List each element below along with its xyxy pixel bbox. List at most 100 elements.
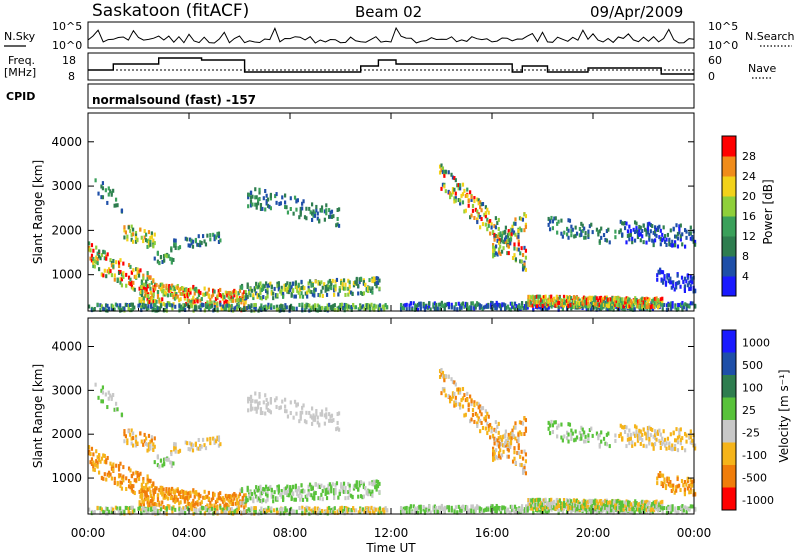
echo-cell (113, 510, 116, 515)
echo-cell (673, 287, 676, 292)
echo-cell (684, 505, 687, 510)
echo-cell (544, 505, 547, 510)
echo-cell (459, 201, 462, 206)
echo-cell (214, 439, 218, 444)
echo-cell (572, 498, 576, 503)
echo-cell (307, 281, 310, 286)
echo-cell (359, 276, 363, 281)
echo-cell (608, 240, 611, 245)
echo-cell (656, 225, 660, 230)
echo-cell (686, 304, 690, 309)
echo-cell (227, 494, 230, 499)
echo-cell (213, 438, 216, 443)
echo-cell (597, 505, 600, 510)
echo-cell (419, 504, 422, 509)
echo-cell (227, 307, 230, 312)
echo-cell (645, 499, 648, 504)
echo-cell (191, 443, 195, 448)
echo-cell (230, 308, 233, 313)
echo-cell (99, 256, 102, 261)
echo-cell (524, 222, 528, 227)
echo-cell (248, 508, 252, 513)
echo-cell (96, 302, 99, 307)
echo-cell (443, 505, 446, 510)
echo-cell (663, 437, 667, 442)
echo-cell (333, 491, 336, 496)
echo-cell (567, 507, 570, 512)
echo-cell (309, 414, 312, 419)
echo-cell (689, 231, 692, 236)
echo-cell (143, 497, 146, 502)
echo-cell (689, 284, 692, 289)
echo-cell (267, 305, 270, 310)
echo-cell (533, 300, 536, 305)
echo-cell (628, 297, 631, 302)
echo-cell (212, 496, 215, 501)
echo-cell (558, 504, 561, 509)
echo-cell (621, 504, 624, 509)
echo-cell (321, 285, 324, 290)
echo-cell (286, 210, 290, 215)
echo-cell (442, 304, 445, 309)
echo-cell (570, 233, 573, 238)
echo-cell (230, 502, 233, 507)
echo-cell (141, 488, 144, 493)
echo-cell (315, 408, 318, 413)
echo-cell (499, 507, 503, 512)
echo-cell (660, 480, 663, 485)
echo-cell (658, 235, 661, 240)
echo-cell (663, 480, 666, 485)
echo-cell (461, 200, 465, 205)
echo-cell (127, 275, 131, 280)
echo-cell (574, 508, 577, 513)
power-plot-frame (87, 112, 695, 312)
echo-cell (162, 288, 165, 293)
echo-cell (616, 509, 619, 514)
echo-cell (90, 253, 94, 258)
echo-cell (312, 304, 315, 309)
echo-cell (310, 406, 314, 411)
echo-cell (325, 496, 329, 501)
echo-cell (504, 429, 507, 434)
echo-cell (330, 214, 334, 219)
echo-cell (668, 237, 671, 242)
echo-cell (493, 441, 496, 446)
echo-cell (264, 507, 267, 512)
echo-cell (158, 487, 161, 492)
echo-cell (126, 237, 129, 242)
echo-cell (592, 301, 596, 306)
echo-cell (259, 490, 262, 495)
echo-cell (210, 506, 214, 511)
echo-cell (558, 295, 561, 300)
echo-cell (672, 431, 675, 436)
echo-cell (104, 303, 108, 308)
echo-cell (625, 304, 628, 309)
echo-cell (313, 496, 316, 501)
echo-cell (363, 306, 366, 311)
echo-cell (289, 288, 292, 293)
echo-cell (595, 509, 598, 514)
echo-cell (247, 304, 250, 309)
echo-cell (281, 399, 284, 404)
echo-cell (246, 488, 249, 493)
echo-cell (685, 303, 688, 308)
echo-cell (476, 209, 479, 214)
echo-cell (605, 502, 608, 507)
echo-cell (329, 508, 332, 513)
echo-cell (141, 297, 144, 302)
echo-cell (291, 509, 294, 514)
echo-cell (649, 426, 652, 431)
echo-cell (324, 284, 327, 289)
echo-cell (689, 435, 692, 440)
echo-cell (671, 239, 674, 244)
echo-cell (266, 489, 269, 494)
echo-cell (170, 464, 173, 469)
echo-cell (520, 259, 523, 264)
echo-cell (548, 423, 552, 428)
echo-cell (608, 306, 611, 311)
echo-cell (544, 302, 547, 307)
echo-cell (516, 235, 519, 240)
echo-cell (490, 429, 493, 434)
echo-cell (151, 293, 154, 298)
echo-cell (504, 510, 507, 515)
